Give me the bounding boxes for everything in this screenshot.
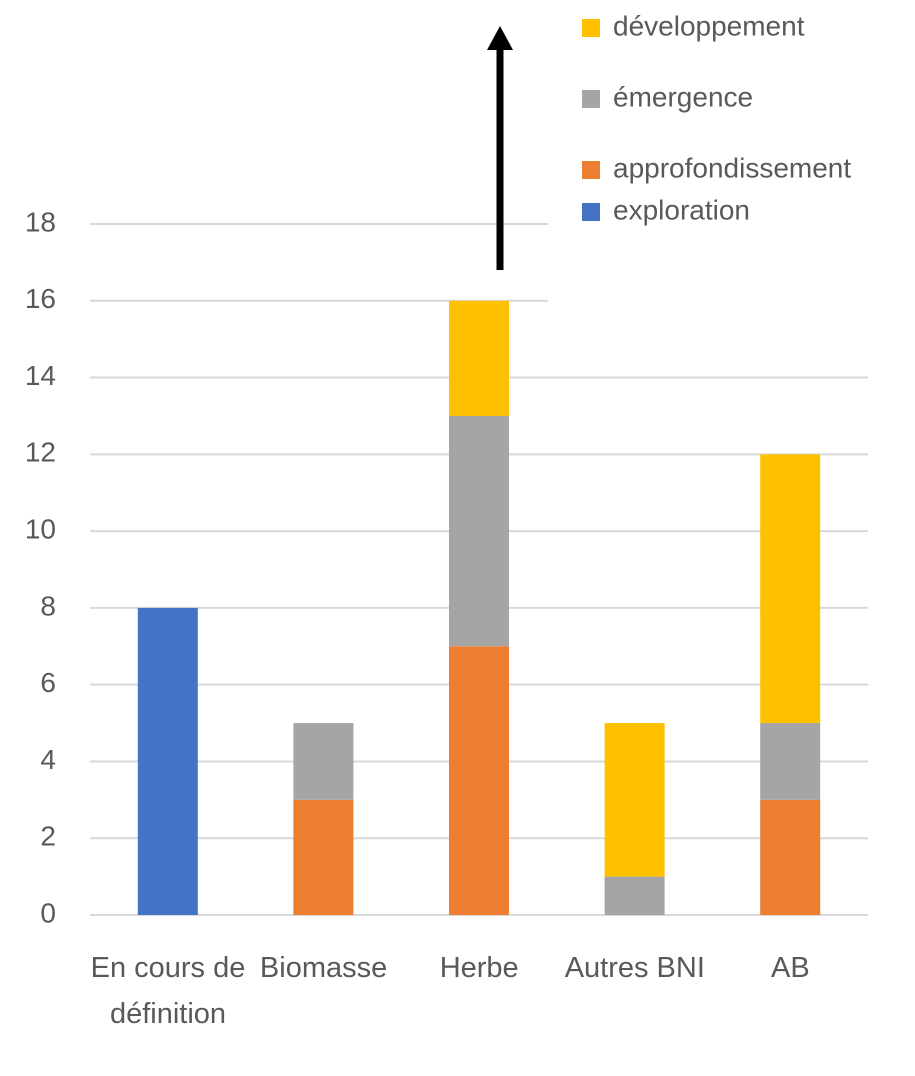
y-tick-label: 6	[40, 667, 56, 698]
y-tick-label: 16	[25, 283, 56, 314]
bar-segment	[760, 723, 821, 800]
bar-segment	[604, 723, 665, 877]
bar-segment	[604, 876, 665, 915]
y-tick-label: 18	[25, 206, 56, 237]
legend-label: approfondissement	[613, 152, 851, 183]
bar-segment	[760, 799, 821, 915]
bar-segment	[293, 723, 354, 800]
bar-segment	[137, 607, 198, 915]
x-tick-label: Herbe	[439, 952, 519, 984]
y-tick-label: 2	[40, 821, 56, 852]
legend-swatch	[582, 203, 600, 221]
legend-swatch	[582, 19, 600, 37]
x-tick-label: En cours de définition	[90, 952, 246, 1030]
x-tick-label: Biomasse	[259, 952, 388, 984]
arrow-head	[487, 26, 513, 50]
legend-label: développement	[613, 10, 805, 41]
legend-label: émergence	[613, 81, 753, 112]
bar-segment	[449, 300, 509, 416]
legend: exploration approfondissement émergence dév…	[582, 10, 851, 225]
x-tick-label: AB	[771, 952, 810, 984]
y-tick-label: 0	[40, 897, 56, 928]
legend-swatch	[582, 161, 600, 179]
bar-segment	[760, 454, 821, 724]
y-tick-label: 14	[25, 360, 56, 391]
bar-segment	[293, 799, 354, 915]
bars	[137, 300, 821, 915]
y-tick-label: 12	[25, 437, 56, 468]
legend-swatch	[582, 90, 600, 108]
y-tick-label: 8	[40, 590, 56, 621]
y-tick-label: 10	[25, 514, 56, 545]
y-tick-label: 4	[40, 744, 56, 775]
x-tick-label: Autres BNI	[564, 952, 705, 984]
legend-label: exploration	[613, 194, 750, 225]
bar-segment	[449, 646, 509, 915]
bar-segment	[449, 415, 509, 647]
legend-background	[548, 0, 915, 312]
